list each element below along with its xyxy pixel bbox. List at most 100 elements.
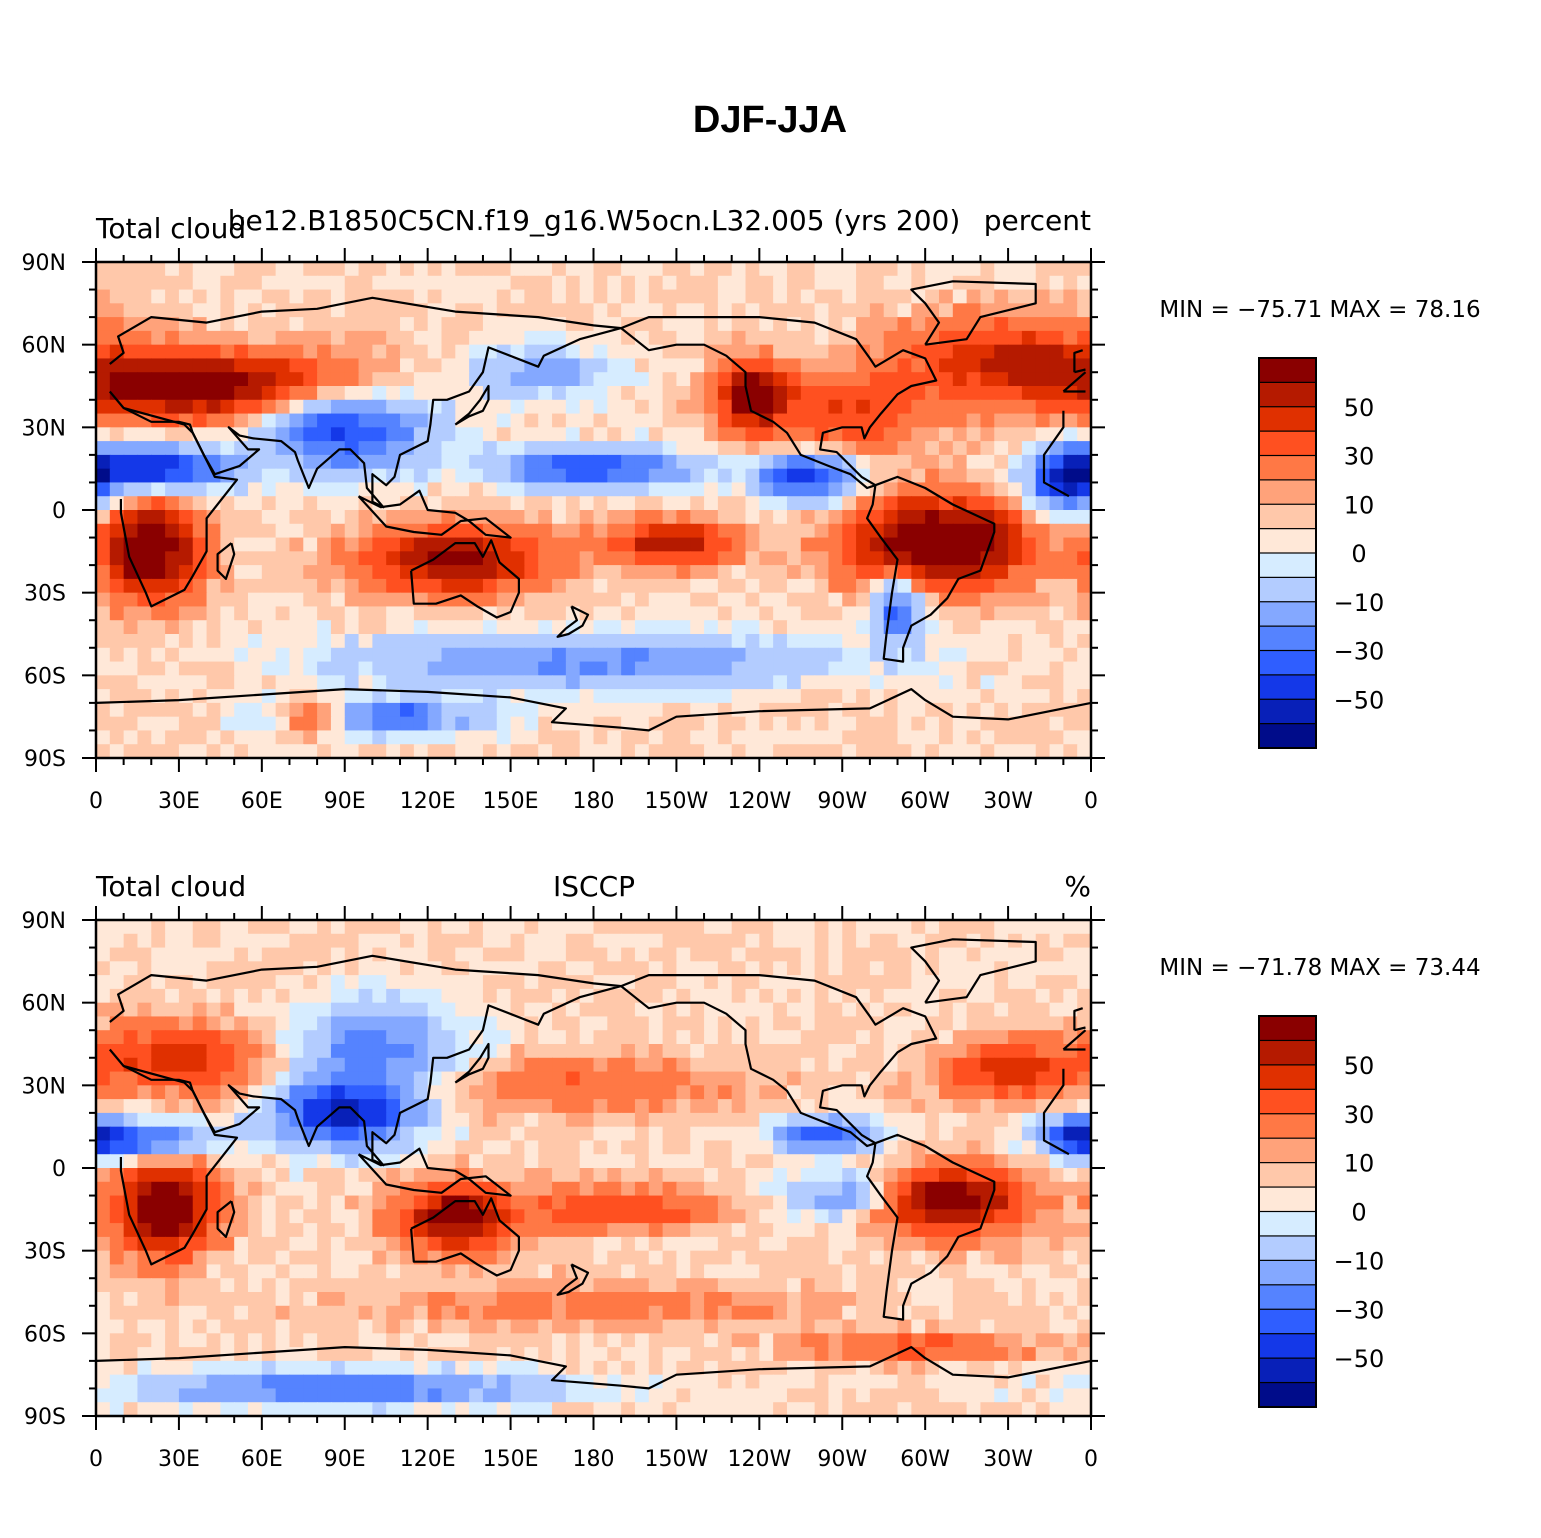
field-cell	[1035, 578, 1051, 594]
field-cell	[234, 1278, 249, 1293]
field-cell	[496, 1278, 512, 1293]
field-cell	[178, 647, 194, 663]
field-cell	[565, 275, 581, 291]
field-cell	[731, 744, 747, 759]
field-cell	[966, 1278, 982, 1293]
field-cell	[842, 675, 857, 690]
field-cell	[96, 702, 111, 718]
field-cell	[980, 988, 995, 1004]
field-cell	[552, 1030, 567, 1045]
field-cell	[413, 1278, 429, 1293]
field-cell	[261, 330, 277, 346]
panel-center-title: be12.B1850C5CN.f19_g16.W5ocn.L32.005 (yr…	[228, 204, 961, 237]
field-cell	[317, 1319, 332, 1334]
field-cell	[704, 1085, 719, 1100]
field-cell	[303, 1264, 318, 1279]
field-cell	[289, 975, 304, 990]
field-cell	[220, 661, 235, 676]
field-cell	[317, 358, 332, 373]
field-cell	[676, 565, 691, 580]
field-cell	[151, 975, 166, 990]
field-cell	[1035, 317, 1051, 332]
field-cell	[911, 744, 926, 759]
field-cell	[704, 427, 719, 442]
field-cell	[261, 386, 277, 401]
field-cell	[289, 947, 304, 962]
field-cell	[704, 1264, 719, 1279]
field-cell	[717, 386, 733, 401]
field-cell	[510, 275, 525, 291]
field-cell	[1035, 372, 1051, 387]
field-cell	[1008, 565, 1023, 580]
field-cell	[303, 1154, 318, 1169]
field-cell	[165, 744, 180, 759]
field-cell	[413, 1016, 429, 1031]
field-cell	[109, 1264, 125, 1279]
field-cell	[330, 578, 346, 594]
field-cell	[593, 303, 608, 318]
field-cell	[704, 947, 719, 962]
field-cell	[427, 1223, 443, 1238]
field-cell	[938, 1112, 954, 1128]
field-cell	[96, 413, 111, 428]
field-cell	[1077, 275, 1092, 291]
field-cell	[151, 744, 166, 759]
field-cell	[814, 730, 830, 745]
field-cell	[966, 289, 982, 304]
field-cell	[565, 510, 581, 525]
field-cell	[828, 1278, 843, 1293]
field-cell	[330, 1002, 346, 1018]
field-cell	[109, 1154, 125, 1169]
field-cell	[524, 1140, 539, 1155]
field-cell	[579, 578, 595, 594]
field-cell	[925, 358, 940, 373]
field-cell	[856, 482, 871, 497]
field-cell	[469, 661, 484, 676]
field-cell	[289, 988, 304, 1004]
field-cell	[731, 1030, 747, 1045]
field-cell	[952, 961, 968, 976]
field-cell	[925, 1209, 940, 1224]
field-cell	[206, 620, 221, 635]
field-cell	[1049, 592, 1064, 608]
field-cell	[248, 454, 263, 470]
coastline	[556, 605, 590, 638]
field-cell	[856, 730, 871, 745]
field-cell	[151, 537, 166, 552]
field-cell	[980, 592, 995, 608]
field-cell	[220, 399, 235, 415]
field-cell	[234, 1168, 249, 1183]
field-cell	[538, 920, 553, 935]
field-cell	[994, 988, 1009, 1004]
field-cell	[248, 1278, 263, 1293]
field-cell	[704, 468, 719, 484]
field-cell	[469, 523, 484, 539]
field-cell	[911, 1236, 926, 1252]
field-cell	[621, 1016, 636, 1031]
field-cell	[952, 647, 968, 663]
field-cell	[261, 1209, 277, 1224]
field-cell	[151, 920, 166, 935]
field-cell	[607, 744, 622, 759]
field-cell	[648, 1333, 664, 1348]
field-cell	[731, 523, 747, 539]
field-cell	[745, 702, 760, 718]
field-cell	[607, 523, 622, 539]
field-cell	[994, 1319, 1009, 1334]
field-cell	[994, 496, 1009, 511]
field-cell	[1049, 661, 1064, 676]
field-cell	[510, 661, 525, 676]
field-cell	[123, 592, 139, 608]
field-cell	[704, 661, 719, 676]
field-cell	[261, 523, 277, 539]
field-cell	[1063, 551, 1078, 566]
field-cell	[496, 496, 512, 511]
field-cell	[1021, 578, 1037, 594]
field-cell	[303, 947, 318, 962]
field-cell	[220, 920, 235, 935]
field-cell	[1035, 1305, 1051, 1321]
field-cell	[330, 482, 346, 497]
field-cell	[413, 523, 429, 539]
field-cell	[1008, 1250, 1023, 1266]
field-cell	[786, 592, 802, 608]
